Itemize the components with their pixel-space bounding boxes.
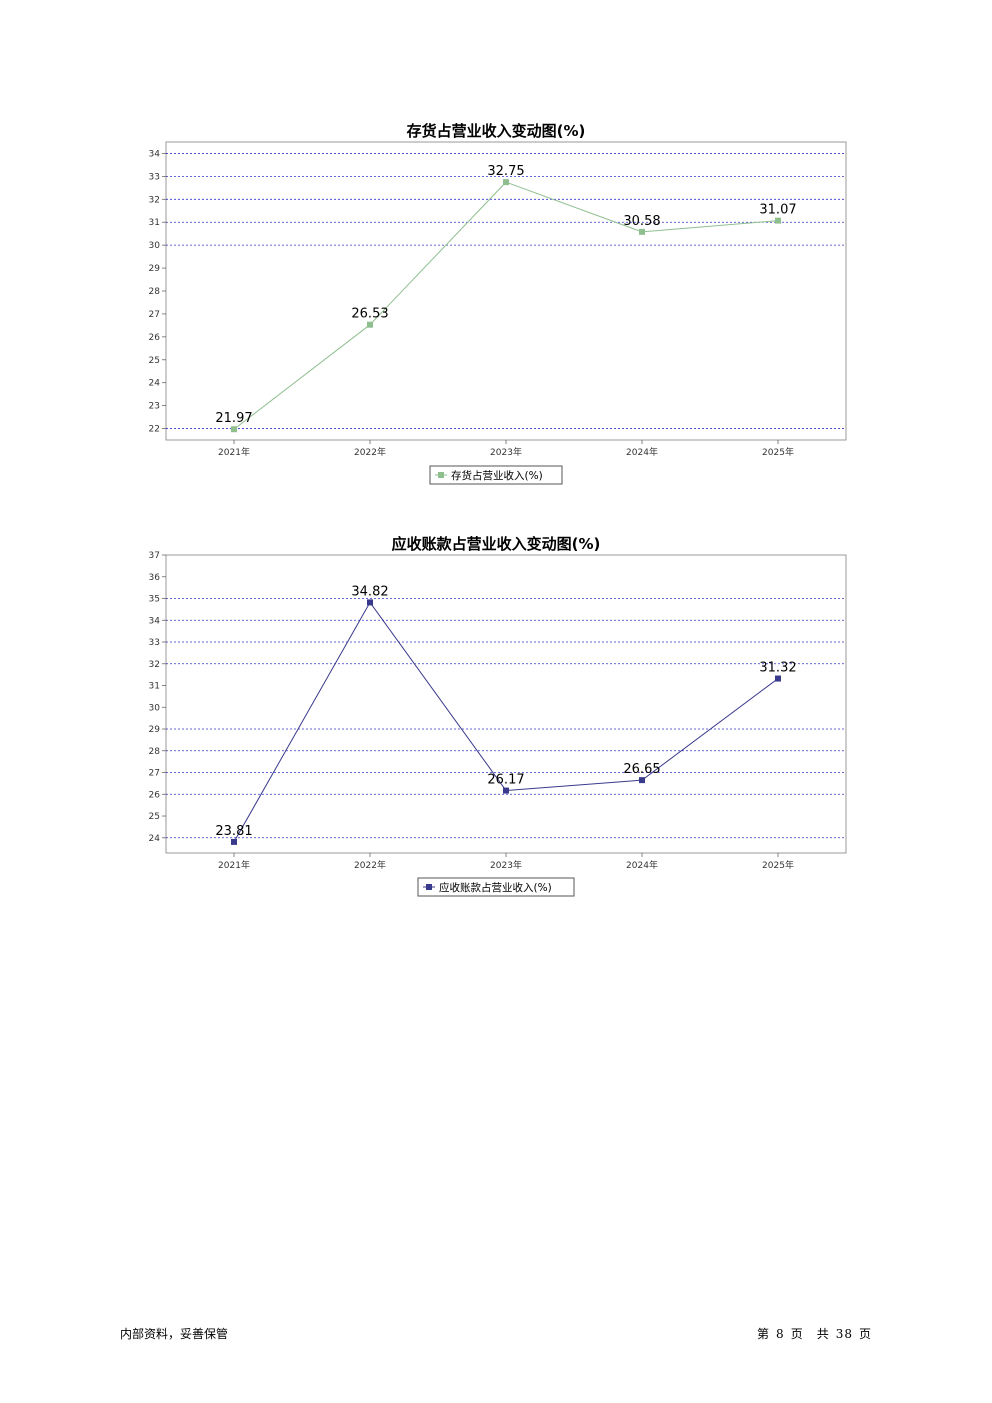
legend-marker [438,472,444,478]
data-label: 21.97 [215,411,252,426]
data-point [639,777,645,784]
data-point [775,675,781,682]
y-tick-label: 37 [149,551,160,561]
y-tick-label: 28 [149,747,161,757]
y-tick-label: 28 [149,287,161,297]
y-tick-label: 33 [149,638,160,648]
data-label: 32.75 [487,164,524,179]
y-tick-label: 24 [149,379,161,389]
y-tick-label: 31 [149,218,160,228]
x-tick-label: 2022年 [354,446,386,458]
y-tick-label: 23 [149,402,160,412]
y-tick-label: 30 [149,703,161,713]
data-label: 30.58 [623,214,660,229]
y-tick-label: 34 [149,616,161,626]
data-point [231,838,237,845]
data-label: 34.82 [351,584,388,599]
y-tick-label: 29 [149,725,161,735]
x-tick-label: 2021年 [218,446,250,458]
data-point [775,217,781,224]
footer-page-number: 8 [776,1327,785,1341]
x-tick-label: 2021年 [218,859,250,871]
y-tick-label: 22 [149,425,160,435]
y-tick-label: 26 [149,790,161,800]
chart2-title: 应收账款占营业收入变动图(%) [391,535,601,553]
legend-marker [426,884,432,890]
x-tick-label: 2024年 [626,446,658,458]
y-tick-label: 32 [149,660,160,670]
data-label: 31.07 [759,203,796,218]
y-tick-label: 34 [149,149,161,159]
footer-page-mid: 页 共 [790,1327,830,1341]
data-point [503,179,509,186]
legend-label: 存货占营业收入(%) [451,469,543,482]
data-label: 26.53 [351,307,388,322]
x-tick-label: 2023年 [490,446,522,458]
y-tick-label: 24 [149,834,161,844]
data-point [367,599,373,606]
y-tick-label: 25 [149,812,160,822]
footer-confidential: 内部资料，妥善保管 [120,1327,229,1341]
y-tick-label: 35 [149,595,160,605]
x-tick-label: 2025年 [762,446,794,458]
y-tick-label: 36 [149,573,161,583]
data-point [367,321,373,328]
x-tick-label: 2025年 [762,859,794,871]
legend-box [429,465,563,485]
footer-page-prefix: 第 [757,1327,771,1341]
y-tick-label: 25 [149,356,160,366]
legend-box [417,877,575,897]
y-tick-label: 32 [149,195,160,205]
x-tick-label: 2022年 [354,859,386,871]
footer-page-total: 38 [835,1327,853,1341]
y-tick-label: 29 [149,264,161,274]
data-point [231,426,237,433]
y-tick-label: 33 [149,172,160,182]
y-tick-label: 27 [149,769,160,779]
data-point [503,787,509,794]
data-point [639,228,645,235]
data-label: 23.81 [215,824,252,839]
plot-area [165,554,847,854]
x-tick-label: 2024年 [626,859,658,871]
chart1-title: 存货占营业收入变动图(%) [406,122,586,140]
y-tick-label: 31 [149,682,160,692]
x-tick-label: 2023年 [490,859,522,871]
y-tick-label: 30 [149,241,161,251]
legend-label: 应收账款占营业收入(%) [439,881,552,894]
y-tick-label: 26 [149,333,161,343]
footer-page-suffix: 页 [858,1327,872,1341]
y-tick-label: 27 [149,310,160,320]
plot-area [165,141,847,441]
data-label: 31.32 [759,661,796,676]
data-label: 26.65 [623,762,660,777]
data-label: 26.17 [487,773,524,788]
